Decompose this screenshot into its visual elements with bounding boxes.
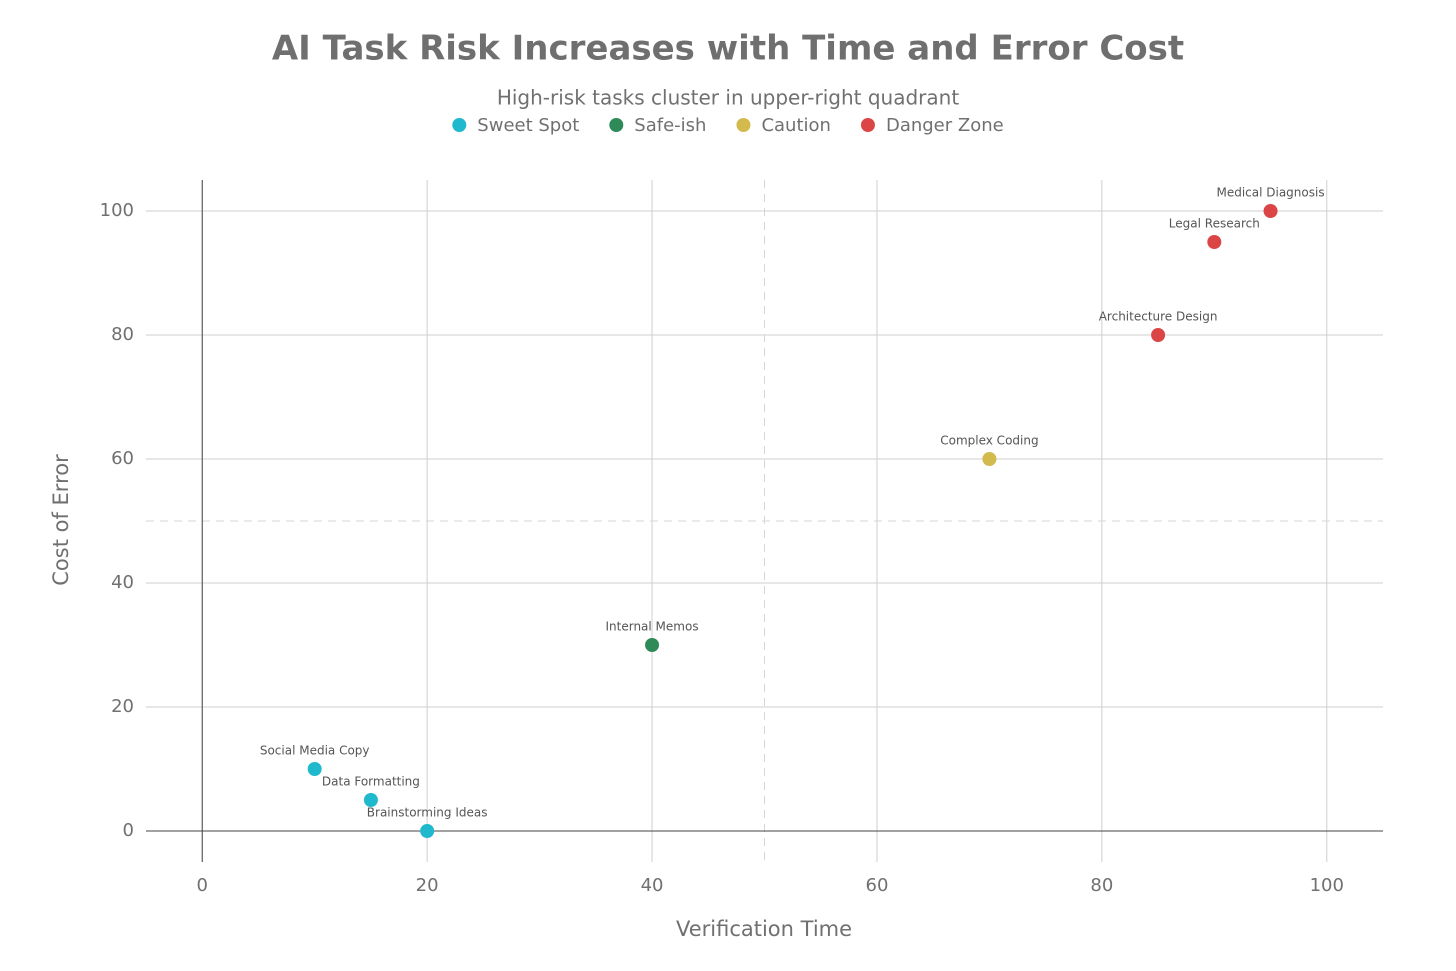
legend-label: Sweet Spot bbox=[477, 115, 579, 136]
point bbox=[420, 824, 435, 838]
legend-label: Caution bbox=[761, 115, 831, 136]
legend-marker bbox=[736, 118, 751, 132]
x-axis-title: Verification Time bbox=[676, 917, 852, 941]
legend-marker bbox=[452, 118, 467, 132]
point bbox=[1207, 235, 1222, 249]
point bbox=[982, 452, 997, 466]
y-tick-label: 0 bbox=[123, 820, 134, 841]
y-tick-label: 100 bbox=[100, 200, 134, 221]
legend-label: Safe-ish bbox=[634, 115, 706, 136]
x-tick-label: 20 bbox=[416, 875, 439, 896]
point-label: Data Formatting bbox=[322, 775, 420, 789]
legend: Sweet Spot Safe-ish Caution Danger Zone bbox=[452, 115, 1004, 136]
point bbox=[1151, 328, 1166, 342]
y-tick-label: 60 bbox=[111, 448, 134, 469]
point bbox=[307, 762, 322, 776]
x-tick-label: 0 bbox=[197, 875, 208, 896]
point-label: Internal Memos bbox=[605, 620, 698, 634]
point-label: Legal Research bbox=[1169, 217, 1260, 231]
point-label: Architecture Design bbox=[1099, 310, 1218, 324]
point bbox=[363, 793, 378, 807]
point-label: Brainstorming Ideas bbox=[367, 806, 488, 820]
point-label: Medical Diagnosis bbox=[1216, 186, 1324, 200]
legend-marker bbox=[860, 118, 875, 132]
x-tick-label: 60 bbox=[866, 875, 889, 896]
y-tick-label: 20 bbox=[111, 696, 134, 717]
x-tick-label: 40 bbox=[641, 875, 664, 896]
point bbox=[1263, 204, 1278, 218]
point-label: Social Media Copy bbox=[260, 744, 370, 758]
chart-title: AI Task Risk Increases with Time and Err… bbox=[272, 29, 1184, 69]
legend-marker bbox=[609, 118, 624, 132]
x-tick-label: 100 bbox=[1310, 875, 1344, 896]
y-axis-title: Cost of Error bbox=[49, 454, 73, 586]
point bbox=[645, 638, 660, 652]
x-tick-label: 80 bbox=[1090, 875, 1113, 896]
point-label: Complex Coding bbox=[940, 434, 1038, 448]
chart-subtitle: High-risk tasks cluster in upper-right q… bbox=[497, 86, 960, 110]
y-tick-label: 40 bbox=[111, 572, 134, 593]
y-tick-label: 80 bbox=[111, 324, 134, 345]
legend-label: Danger Zone bbox=[886, 115, 1004, 136]
